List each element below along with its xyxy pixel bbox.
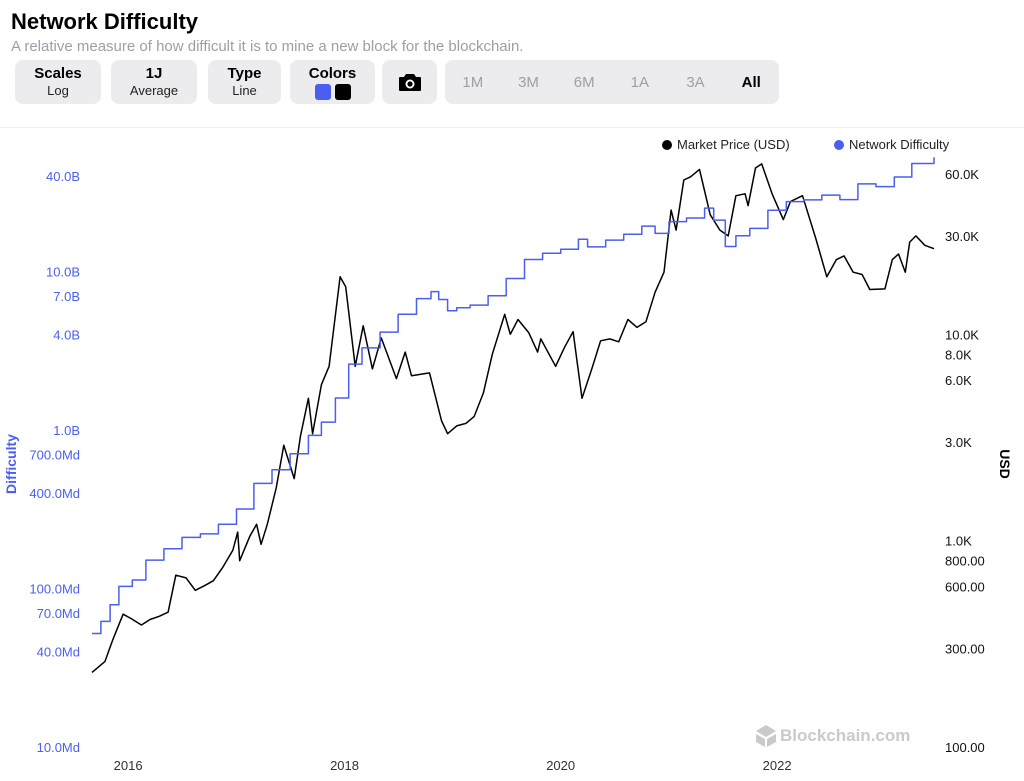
blockchain-logo-icon xyxy=(756,725,776,747)
right-tick-label: 10.0K xyxy=(945,327,979,342)
x-tick-label: 2018 xyxy=(330,758,359,773)
type-button[interactable]: Type Line xyxy=(208,60,281,104)
right-tick-label: 8.0K xyxy=(945,347,972,362)
page-title: Network Difficulty xyxy=(11,9,199,34)
watermark: Blockchain.com xyxy=(756,725,910,747)
camera-icon xyxy=(398,74,421,91)
left-tick-label: 10.0B xyxy=(46,264,80,279)
range-1a[interactable]: 1A xyxy=(630,73,650,91)
network-difficulty-chart[interactable]: 40.0B 10.0B 7.0B 4.0B 1.0B 700.0Md 400.0Md 100.… xyxy=(0,128,1024,781)
header-divider xyxy=(0,127,1024,128)
type-value: Line xyxy=(232,83,257,98)
scales-value: Log xyxy=(47,83,69,98)
range-3m[interactable]: 3M xyxy=(518,73,539,91)
range-all[interactable]: All xyxy=(741,73,761,91)
average-value: Average xyxy=(129,83,179,98)
legend-marker xyxy=(834,140,844,150)
range-1m[interactable]: 1M xyxy=(462,73,484,91)
right-tick-label: 600.00 xyxy=(945,579,985,594)
scales-button[interactable]: Scales Log xyxy=(15,60,101,104)
right-axis: 60.0K 30.0K 10.0K 8.0K 6.0K 3.0K 1.0K 800.00 600… xyxy=(945,167,985,755)
left-axis: 40.0B 10.0B 7.0B 4.0B 1.0B 700.0Md 400.0Md 100.… xyxy=(29,169,80,755)
right-tick-label: 6.0K xyxy=(945,373,972,388)
legend: Market Price (USD) Network Difficulty xyxy=(662,137,950,152)
time-range-selector: 1M 3M 6M 1A 3A All xyxy=(445,60,779,104)
left-tick-label: 70.0Md xyxy=(37,606,80,621)
series-layer xyxy=(91,157,935,673)
colors-button[interactable]: Colors xyxy=(290,60,375,104)
left-tick-label: 1.0B xyxy=(53,423,80,438)
right-tick-label: 30.0K xyxy=(945,229,979,244)
x-tick-label: 2016 xyxy=(114,758,143,773)
scales-label: Scales xyxy=(34,65,82,82)
price-color-swatch[interactable] xyxy=(334,83,351,100)
left-axis-title: Difficulty xyxy=(3,434,19,494)
legend-marker xyxy=(662,140,672,150)
legend-label[interactable]: Market Price (USD) xyxy=(677,137,790,152)
average-label: 1J xyxy=(145,65,163,82)
left-tick-label: 40.0B xyxy=(46,169,80,184)
range-6m[interactable]: 6M xyxy=(573,73,595,91)
watermark-text: Blockchain.com xyxy=(780,726,910,745)
legend-label[interactable]: Network Difficulty xyxy=(849,137,950,152)
right-tick-label: 60.0K xyxy=(945,167,979,182)
right-tick-label: 1.0K xyxy=(945,534,972,549)
screenshot-button[interactable] xyxy=(382,60,437,104)
colors-label: Colors xyxy=(308,64,357,82)
left-tick-label: 10.0Md xyxy=(37,740,80,755)
left-tick-label: 4.0B xyxy=(53,327,80,342)
left-tick-label: 7.0B xyxy=(53,289,80,304)
average-button[interactable]: 1J Average xyxy=(111,60,197,104)
right-axis-title: USD xyxy=(997,449,1013,479)
x-axis: 2016 2018 2020 2022 xyxy=(114,758,792,773)
difficulty-series-line xyxy=(92,157,935,635)
left-tick-label: 400.0Md xyxy=(29,486,80,501)
right-tick-label: 100.00 xyxy=(945,740,985,755)
difficulty-color-swatch[interactable] xyxy=(314,83,331,100)
page-subtitle: A relative measure of how difficult it i… xyxy=(11,38,524,55)
range-3a[interactable]: 3A xyxy=(686,73,705,91)
right-tick-label: 300.00 xyxy=(945,642,985,657)
price-series-line xyxy=(91,163,935,673)
right-tick-label: 3.0K xyxy=(945,435,972,450)
left-tick-label: 40.0Md xyxy=(37,645,80,660)
x-tick-label: 2022 xyxy=(763,758,792,773)
left-tick-label: 100.0Md xyxy=(29,581,80,596)
type-label: Type xyxy=(227,65,262,82)
left-tick-label: 700.0Md xyxy=(29,447,80,462)
x-tick-label: 2020 xyxy=(546,758,575,773)
right-tick-label: 800.00 xyxy=(945,554,985,569)
